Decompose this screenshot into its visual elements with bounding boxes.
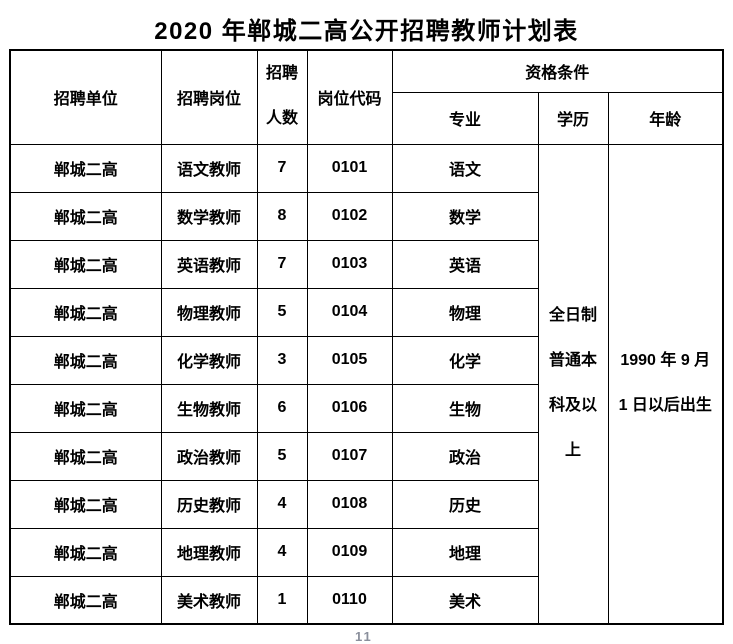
cell-major: 生物 [391,383,539,433]
table-row: 郸城二高 物理教师 5 0104 物理 [9,287,723,337]
col-header-qualification: 资格条件 [391,49,724,93]
cell-major: 历史 [391,479,539,529]
cell-major: 政治 [391,431,539,481]
table-row: 郸城二高 生物教师 6 0106 生物 [9,383,723,433]
cell-unit: 郸城二高 [9,191,162,241]
cell-position: 政治教师 [160,431,258,481]
cell-code: 0105 [306,335,393,385]
cell-unit: 郸城二高 [9,335,162,385]
cell-count: 4 [256,527,308,577]
cell-major: 美术 [391,575,539,625]
cell-count: 7 [256,143,308,193]
cell-unit: 郸城二高 [9,239,162,289]
cell-position: 化学教师 [160,335,258,385]
cell-age-merged: 1990 年 9 月 1 日以后出生 [607,143,724,625]
cell-code: 0107 [306,431,393,481]
table-row: 郸城二高 语文教师 7 0101 语文 全日制 普通本 科及以 上 1990 年… [9,143,724,625]
cell-count: 8 [256,191,308,241]
cell-unit: 郸城二高 [9,143,162,193]
cell-major: 语文 [391,143,539,193]
cell-position: 地理教师 [160,527,258,577]
cell-position: 生物教师 [160,383,258,433]
cell-position: 语文教师 [160,143,258,193]
cell-code: 0109 [306,527,393,577]
col-header-major: 专业 [391,91,539,145]
cell-count: 5 [256,431,308,481]
cell-major: 数学 [391,191,539,241]
cell-unit: 郸城二高 [9,383,162,433]
cell-unit: 郸城二高 [9,431,162,481]
cell-code: 0108 [306,479,393,529]
col-header-count: 招聘 人数 [256,49,308,145]
cell-count: 1 [256,575,308,625]
cell-code: 0110 [306,575,393,625]
col-header-education: 学历 [537,91,609,145]
cell-code: 0104 [306,287,393,337]
cell-position: 物理教师 [160,287,258,337]
cell-major: 地理 [391,527,539,577]
recruitment-table: 招聘单位 招聘岗位 招聘 人数 岗位代码 资格条件 专业 学历 年龄 郸城二高 … [9,49,725,625]
col-header-code: 岗位代码 [306,49,393,145]
table-row: 郸城二高 政治教师 5 0107 政治 [9,431,723,481]
cell-count: 4 [256,479,308,529]
header-row-top: 招聘单位 招聘岗位 招聘 人数 岗位代码 资格条件 [9,49,724,145]
cell-code: 0101 [306,143,393,193]
cell-position: 英语教师 [160,239,258,289]
cell-major: 物理 [391,287,539,337]
table-row: 郸城二高 化学教师 3 0105 化学 [9,335,723,385]
page-title: 2020 年郸城二高公开招聘教师计划表 [154,18,579,45]
cell-count: 6 [256,383,308,433]
cell-code: 0102 [306,191,393,241]
table-row: 郸城二高 数学教师 8 0102 数学 [9,191,723,241]
table-row: 郸城二高 美术教师 1 0110 美术 [9,575,723,625]
cell-major: 化学 [391,335,539,385]
cell-position: 数学教师 [160,191,258,241]
cell-count: 5 [256,287,308,337]
cell-count: 3 [256,335,308,385]
col-header-age: 年龄 [607,91,724,145]
cell-position: 美术教师 [160,575,258,625]
header-row-sub: 专业 学历 年龄 [10,91,724,145]
cell-unit: 郸城二高 [9,527,162,577]
cell-unit: 郸城二高 [9,479,162,529]
page-number: 11 [355,629,373,644]
cell-code: 0103 [306,239,393,289]
cell-major: 英语 [391,239,539,289]
cell-position: 历史教师 [160,479,258,529]
cell-code: 0106 [306,383,393,433]
cell-education-merged: 全日制 普通本 科及以 上 [537,143,609,625]
cell-count: 7 [256,239,308,289]
col-header-position: 招聘岗位 [160,49,258,145]
col-header-unit: 招聘单位 [9,49,162,145]
cell-unit: 郸城二高 [9,287,162,337]
cell-unit: 郸城二高 [9,575,162,625]
